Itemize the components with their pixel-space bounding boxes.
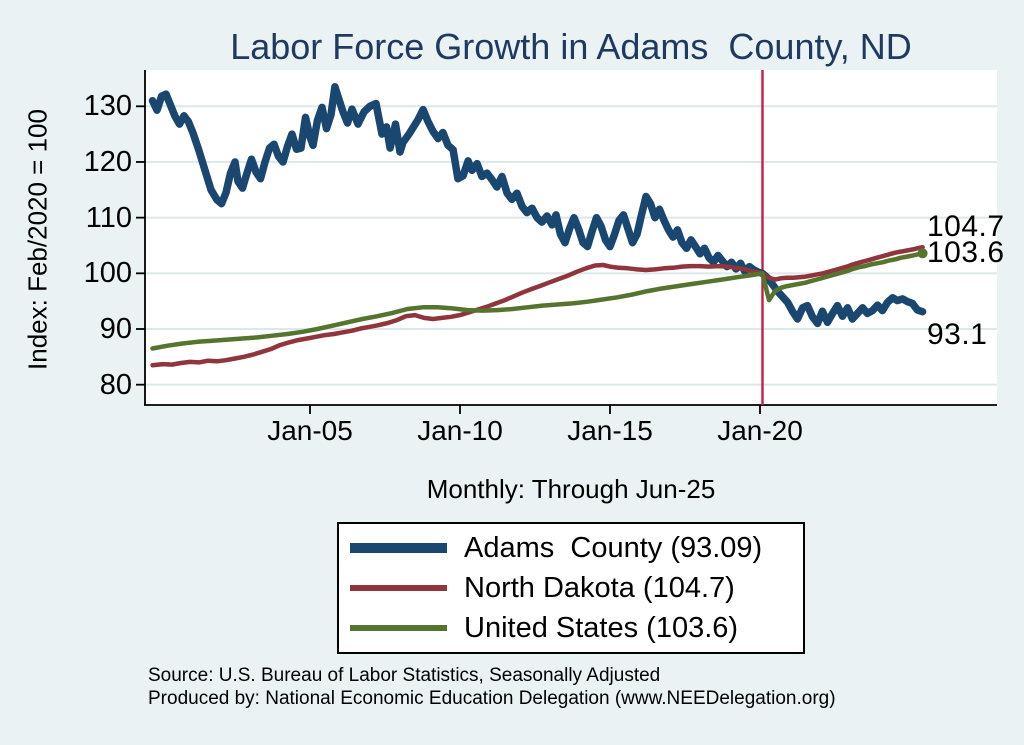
series-end-value-label: 103.6 [927,236,1005,270]
source-line: Source: U.S. Bureau of Labor Statistics,… [148,665,661,686]
y-tick-label: 90 [99,313,132,345]
x-tick-label: Jan-20 [717,415,803,446]
legend-row-adams-county: Adams County (93.09) [339,532,803,565]
series-end-value-label: 93.1 [927,318,988,352]
legend-label-north-dakota: North Dakota (104.7) [464,571,735,604]
x-tick-label: Jan-15 [567,415,653,446]
y-axis-title: Index: Feb/2020 = 100 [22,109,53,370]
legend-box: Adams County (93.09) North Dakota (104.7… [337,522,805,654]
legend-row-united-states: United States (103.6) [339,612,803,645]
y-tick-label: 130 [83,90,132,123]
legend-row-north-dakota: North Dakota (104.7) [339,572,803,605]
legend-label-united-states: United States (103.6) [464,611,739,644]
legend-label-adams-county: Adams County (93.09) [464,531,763,564]
series-end-value-label: 104.7 [927,210,1005,244]
produced-by-line: Produced by: National Economic Education… [148,688,836,709]
source-footnote: Source: U.S. Bureau of Labor Statistics,… [148,664,836,710]
adams-county-line-swatch [350,543,447,553]
north-dakota-line-swatch [350,585,447,591]
y-tick-label: 120 [83,145,132,178]
y-tick-label: 110 [85,201,132,234]
x-tick-label: Jan-05 [267,415,353,446]
y-tick-label: 80 [99,368,132,401]
x-tick-label: Jan-10 [417,415,503,446]
x-axis-note: Monthly: Through Jun-25 [426,474,716,504]
united-states-line-swatch [350,625,447,631]
chart-title: Labor Force Growth in Adams County, ND [230,26,912,67]
y-tick-label: 100 [83,257,132,290]
